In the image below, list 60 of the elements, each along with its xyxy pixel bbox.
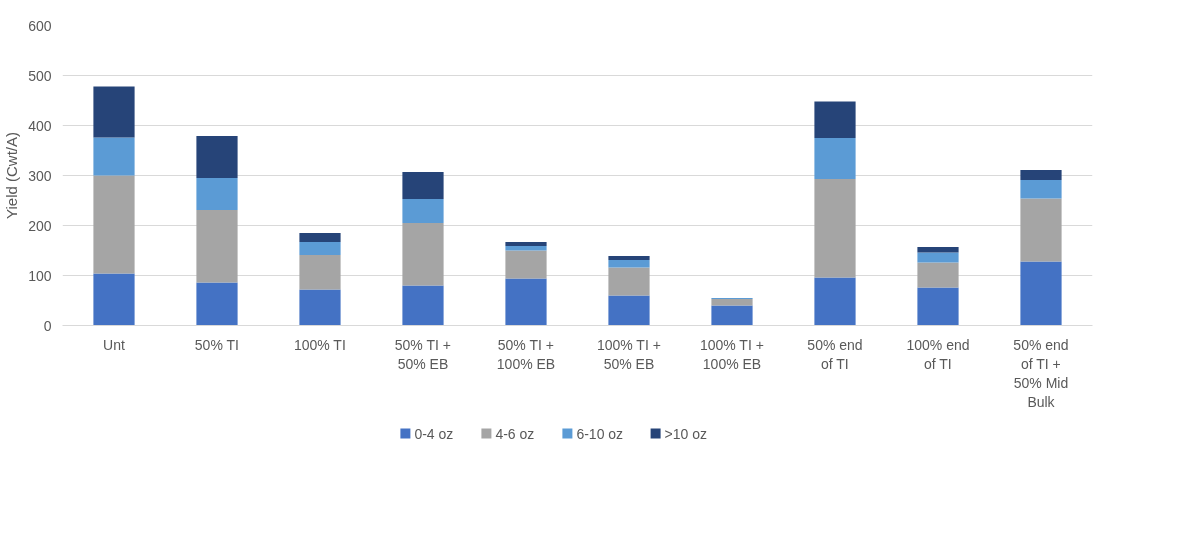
bar <box>93 137 135 176</box>
x-tick-label: 50% TI + 100% EB <box>496 336 556 372</box>
bar <box>1020 180 1062 199</box>
bar <box>917 262 959 288</box>
legend-label: 6-10 oz <box>576 425 624 442</box>
bar <box>196 136 238 178</box>
bar <box>299 242 341 255</box>
bar <box>917 287 959 326</box>
x-tick-label: Unt <box>103 336 125 353</box>
bar <box>1020 261 1062 326</box>
bar <box>196 282 238 326</box>
bar <box>814 101 856 138</box>
bar <box>93 175 135 274</box>
y-tick-label: 300 <box>28 167 52 184</box>
y-tick-label: 0 <box>43 317 52 334</box>
bar <box>608 260 650 268</box>
bar <box>402 285 444 326</box>
bar <box>711 299 753 306</box>
y-tick-label: 400 <box>28 117 52 134</box>
bar <box>299 255 341 290</box>
x-tick-label: 100% TI + 100% EB <box>699 336 764 372</box>
x-tick-label: 100% TI <box>293 336 346 353</box>
bar <box>711 305 753 326</box>
legend-label: >10 oz <box>664 425 708 442</box>
bar <box>93 86 135 138</box>
y-tick-label: 600 <box>28 17 52 34</box>
x-tick-label: 100% end of TI <box>906 336 970 372</box>
x-tick-label: 50% end of TI <box>807 336 863 372</box>
bar <box>814 138 856 179</box>
bar <box>505 246 547 251</box>
y-axis-title: Yield (Cwt/A) <box>3 132 21 219</box>
x-tick-label: 100% TI + 50% EB <box>596 336 661 372</box>
y-tick-label: 100 <box>28 267 52 284</box>
legend-label: 0-4 oz <box>414 425 454 442</box>
bar <box>814 277 856 326</box>
bar <box>1020 198 1062 262</box>
y-tick-label: 500 <box>28 67 52 84</box>
bar <box>402 172 444 199</box>
bar <box>196 210 238 283</box>
x-tick-label: 50% end of TI + 50% Mid Bulk <box>1013 336 1069 411</box>
bar <box>917 252 959 263</box>
x-tick-label: 50% TI <box>194 336 239 353</box>
bar <box>402 223 444 286</box>
bar <box>505 278 547 326</box>
legend-label: 4-6 oz <box>495 425 535 442</box>
bar <box>505 250 547 279</box>
bar <box>608 267 650 296</box>
bar <box>608 295 650 326</box>
bar <box>402 199 444 223</box>
bar <box>93 273 135 326</box>
bar <box>814 179 856 278</box>
bar <box>196 178 238 210</box>
bar <box>608 256 650 260</box>
bar <box>299 233 341 242</box>
bar <box>917 247 959 253</box>
bar <box>299 289 341 326</box>
y-tick-label: 200 <box>28 217 52 234</box>
bar <box>505 242 547 246</box>
x-tick-label: 50% TI + 50% EB <box>394 336 451 372</box>
bar <box>1020 170 1062 180</box>
